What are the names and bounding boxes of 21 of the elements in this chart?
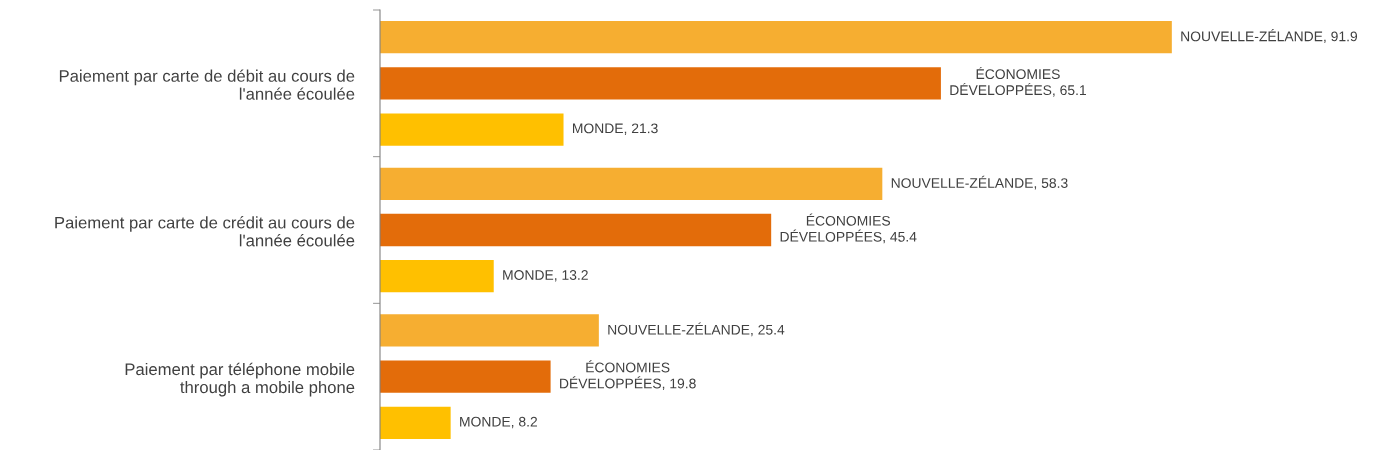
data-label: ÉCONOMIES DÉVELOPPÉES, 45.4 [780,213,917,244]
bar [380,360,551,393]
y-tick-label: Paiement par carte de débit au cours de l'année écoulée [59,69,355,100]
bar [380,113,564,146]
data-label: NOUVELLE-ZÉLANDE, 25.4 [608,322,785,337]
bar [380,260,494,293]
bar [380,314,599,347]
bar [380,406,451,439]
data-label: MONDE, 8.2 [460,416,538,429]
bar [380,21,1172,54]
data-label: MONDE, 21.3 [573,123,658,135]
data-label: ÉCONOMIES DÉVELOPPÉES, 19.8 [560,360,696,391]
data-label: ÉCONOMIES DÉVELOPPÉES, 65.1 [950,66,1086,97]
data-label: NOUVELLE-ZÉLANDE, 58.3 [891,175,1068,190]
data-label: NOUVELLE-ZÉLANDE, 91.9 [1181,29,1358,43]
bar [380,167,883,200]
bar [380,67,941,100]
y-tick-label: Paiement par carte de crédit au cours de l'année écoulée [55,216,355,247]
y-tick-label: Paiement par téléphone mobile through a mobile phone [125,362,355,397]
data-label: MONDE, 13.2 [503,270,588,282]
bar [380,213,772,247]
